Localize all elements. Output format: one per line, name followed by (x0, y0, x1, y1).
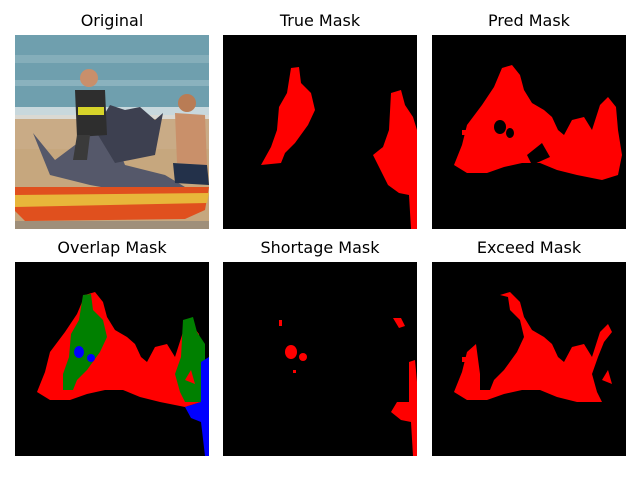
beach-photo (15, 35, 209, 229)
panel-title-exceed-mask: Exceed Mask (476, 238, 582, 257)
true-mask (223, 35, 417, 229)
panel-title-true-mask: True Mask (279, 11, 361, 30)
panel-title-original: Original (80, 11, 144, 30)
original-image (15, 35, 209, 229)
panel-title-overlap-mask: Overlap Mask (57, 238, 167, 257)
exceed-mask (432, 262, 626, 456)
overlap-mask (15, 262, 209, 456)
shortage-mask (223, 262, 417, 456)
overlap-mask-shape (37, 292, 209, 456)
exceed-mask-shape (454, 292, 612, 402)
pred-mask-shape (454, 65, 622, 180)
shortage-mask-shape (279, 318, 417, 456)
panel-title-pred-mask: Pred Mask (488, 11, 570, 30)
panel-title-shortage-mask: Shortage Mask (260, 238, 380, 257)
true-mask-shape (261, 67, 417, 229)
pred-mask (432, 35, 626, 229)
